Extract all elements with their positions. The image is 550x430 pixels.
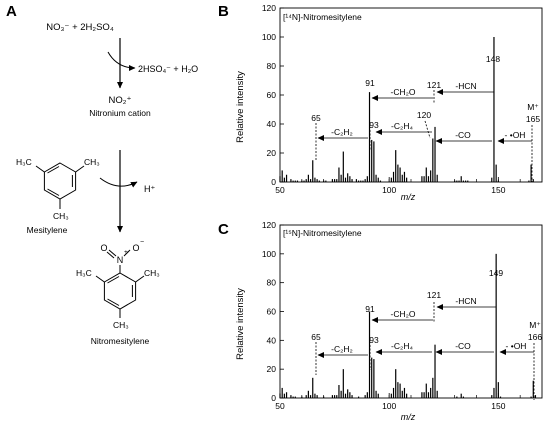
mplus-label-b: M⁺ [527,102,539,112]
mesitylene-structure [35,162,85,209]
nitro-left-methyl: H₃C [76,268,92,278]
y-tick-label-b-40: 40 [267,119,277,129]
y-tick-label-c-100: 100 [262,249,276,259]
y-tick-label-c-0: 0 [271,393,276,403]
y-tick-label-c-20: 20 [267,364,277,374]
mesitylene-left-methyl: H₃C [16,157,32,167]
x-tick-label-c-150: 150 [491,401,505,411]
nitromesitylene-structure [95,249,145,318]
proton-curved-arrow [99,177,138,188]
nitro-oxygen-single: O [132,243,139,253]
y-axis-label-b: Relative intensity [235,71,246,143]
y-tick-label-b-80: 80 [267,61,277,71]
mplus-value-c: 166 [528,332,542,342]
y-tick-label-b-60: 60 [267,90,277,100]
spectrum-panel-b: B Relative intensity 0 20 40 60 80 100 120 50 10… [218,3,543,202]
peak-label-b-93: 93 [369,120,379,130]
y-tick-label-b-0: 0 [271,177,276,187]
byproduct-curved-arrow [107,51,136,71]
spectrum-title-c: [¹⁵N]-Nitromesitylene [283,228,362,238]
y-tick-label-b-100: 100 [262,32,276,42]
loss-label-b-oh: - •OH [505,130,526,140]
panel-letter-c: C [218,221,229,238]
nitro-nitrogen-charge: + [124,249,128,256]
x-tick-label-b-150: 150 [491,185,505,195]
x-tick-label-b-50: 50 [275,185,285,195]
loss-label-b-hcn: -HCN [455,81,476,91]
loss-label-b-c2h4: -C₂H₄ [391,121,413,131]
loss-label-c-c2h4: -C₂H₄ [391,341,413,351]
mesitylene-right-methyl: CH₃ [84,157,100,167]
loss-label-c-co: -CO [455,341,471,351]
y-tick-label-c-40: 40 [267,335,277,345]
mplus-value-b: 165 [526,114,540,124]
bars-c [279,253,537,398]
loss-label-c-c2h2: -C₂H₂ [331,344,353,354]
x-axis-label-c: m/z [401,412,416,422]
y-tick-label-c-80: 80 [267,278,277,288]
peak-label-b-121: 121 [427,80,441,90]
product-label: Nitromesitylene [91,336,150,346]
peak-label-c-149: 149 [489,268,503,278]
loss-label-b-ch2o: -CH₂O [390,87,415,97]
y-tick-label-b-120: 120 [262,3,276,13]
nitro-nitrogen: N [117,255,124,265]
x-axis-label-b: m/z [401,192,416,202]
y-axis-label-c: Relative intensity [235,288,246,360]
loss-label-c-ch2o: -CH₂O [390,309,415,319]
fragment-annotations-b [315,89,533,182]
panel-letter-b: B [218,3,229,20]
mplus-label-c: M⁺ [529,320,541,330]
nitro-oxygen-charge: − [140,239,144,246]
peak-label-c-65: 65 [311,332,321,342]
nitronium-label: Nitronium cation [89,108,151,118]
loss-label-b-co: -CO [455,130,471,140]
panel-letter-a: A [6,3,17,20]
peak-label-b-91: 91 [365,78,375,88]
x-tick-label-c-100: 100 [382,401,396,411]
nitro-right-methyl: CH₃ [144,268,160,278]
mesitylene-label: Mesitylene [27,225,68,235]
nitro-oxygen-double: O [100,243,107,253]
peak-label-c-93: 93 [369,335,379,345]
peak-label-b-65: 65 [311,113,321,123]
loss-label-c-oh: - •OH [506,341,527,351]
y-tick-label-c-60: 60 [267,307,277,317]
axes-b: 0 20 40 60 80 100 120 50 100 150 [262,3,543,195]
y-tick-label-c-120: 120 [262,220,276,230]
x-tick-label-c-50: 50 [275,401,285,411]
bars-b [279,37,534,182]
loss-label-b-c2h2: -C₂H₂ [331,127,353,137]
nitronium-formula: NO₂⁺ [109,95,132,106]
loss-label-c-hcn: -HCN [455,296,476,306]
peak-label-b-120: 120 [417,110,431,120]
nitro-bottom-methyl: CH₃ [113,320,129,330]
reaction-scheme: A NO₃⁻ + 2H₂SO₄ 2HSO₄⁻ + H₂O NO₂⁺ Nitron… [6,3,198,346]
reagent-equation: NO₃⁻ + 2H₂SO₄ [46,22,114,33]
peak-label-b-148: 148 [486,54,500,64]
proton-text: H⁺ [144,184,155,194]
mesitylene-bottom-methyl: CH₃ [53,211,69,221]
x-tick-label-b-100: 100 [382,185,396,195]
peak-label-c-121: 121 [427,290,441,300]
spectrum-panel-c: C Relative intensity 0 20 40 60 80 100 120 50 10… [218,220,543,422]
byproduct-text: 2HSO₄⁻ + H₂O [138,64,198,74]
spectrum-title-b: [¹⁴N]-Nitromesitylene [283,12,362,22]
fragment-annotations-c [315,302,535,400]
axes-c: 0 20 40 60 80 100 120 50 100 150 [262,220,543,411]
peak-label-c-91: 91 [365,304,375,314]
y-tick-label-b-20: 20 [267,148,277,158]
